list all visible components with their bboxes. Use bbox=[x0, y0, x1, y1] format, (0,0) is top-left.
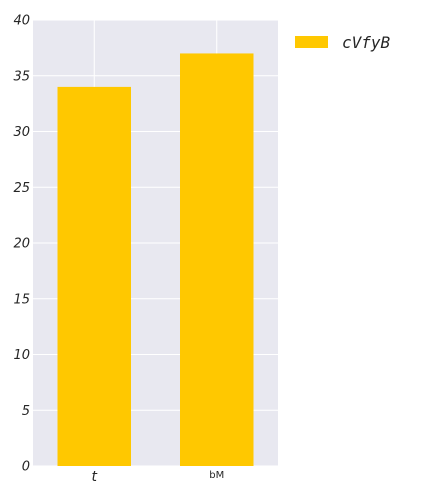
x-axis-ticks: t bM bbox=[92, 469, 225, 485]
y-tick-label: 40 bbox=[13, 14, 30, 29]
x-tick-label: bM bbox=[209, 470, 224, 481]
legend: cVfyB bbox=[295, 33, 391, 52]
bar-bM bbox=[180, 53, 254, 466]
y-tick-label: 30 bbox=[13, 125, 30, 140]
bars bbox=[57, 53, 254, 467]
y-tick-label: 20 bbox=[13, 237, 30, 252]
y-tick-label: 0 bbox=[22, 460, 30, 475]
y-tick-label: 15 bbox=[13, 292, 30, 307]
y-axis-ticks: 0 5 10 15 20 25 30 35 40 bbox=[13, 14, 30, 475]
y-tick-label: 5 bbox=[22, 404, 30, 419]
y-tick-label: 35 bbox=[13, 69, 30, 84]
legend-swatch bbox=[295, 36, 328, 48]
bar-t bbox=[57, 86, 131, 467]
legend-label: cVfyB bbox=[342, 33, 391, 52]
x-tick-label: t bbox=[92, 469, 98, 485]
y-tick-label: 10 bbox=[13, 348, 30, 363]
y-tick-label: 25 bbox=[13, 181, 30, 196]
